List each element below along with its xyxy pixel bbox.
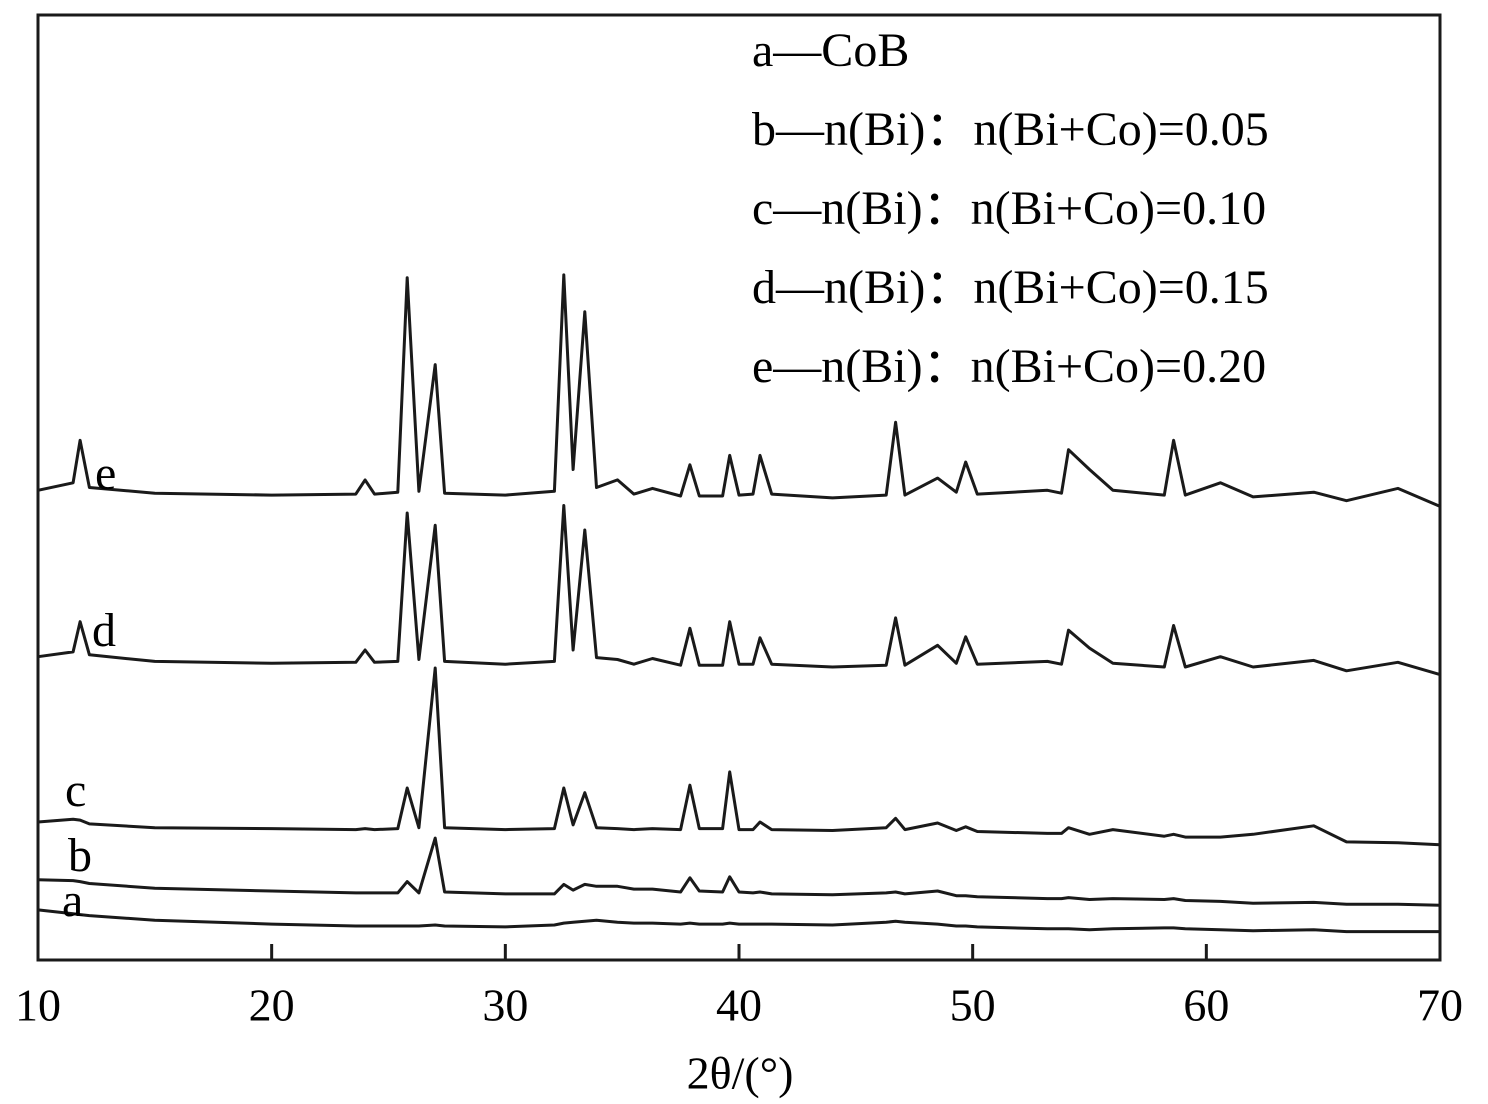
xrd-curve [37, 908, 1440, 934]
xrd-curve [37, 504, 1441, 677]
xrd-curve [37, 666, 1441, 847]
legend-entry: e—n(Bi)：n(Bi+Co)=0.20 [752, 340, 1266, 393]
x-tick-label: 70 [1417, 980, 1463, 1031]
x-tick-label: 40 [716, 980, 762, 1031]
legend-entry: d—n(Bi)：n(Bi+Co)=0.15 [752, 261, 1269, 314]
legend-entry: a—CoB [752, 24, 909, 77]
x-tick-label: 60 [1183, 980, 1229, 1031]
legend-entry: b—n(Bi)：n(Bi+Co)=0.05 [752, 103, 1269, 156]
curve-label: a [62, 874, 83, 927]
curve-label: e [95, 447, 116, 500]
x-axis-label: 2θ/(°) [687, 1048, 794, 1099]
x-tick-label: 20 [249, 980, 295, 1031]
legend-entry: c—n(Bi)：n(Bi+Co)=0.10 [752, 182, 1266, 235]
x-tick-label: 50 [950, 980, 996, 1031]
curve-label: d [92, 604, 116, 657]
x-tick-label: 30 [482, 980, 528, 1031]
x-tick-label: 10 [15, 980, 61, 1031]
xrd-curve [37, 836, 1441, 907]
curve-label: b [68, 829, 92, 882]
curve-label: c [65, 764, 86, 817]
xrd-curve [37, 273, 1441, 508]
